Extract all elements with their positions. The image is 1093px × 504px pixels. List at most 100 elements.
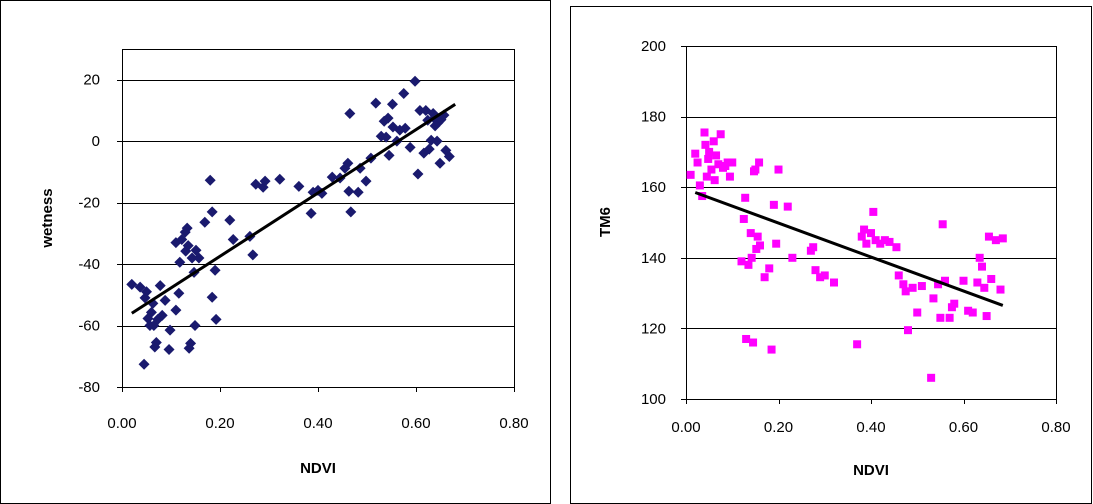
data-point <box>174 256 186 268</box>
data-point <box>811 266 820 275</box>
y-tick-label: -20 <box>78 195 100 212</box>
data-point <box>443 151 455 163</box>
data-point <box>412 168 424 180</box>
data-point <box>164 324 176 336</box>
data-point <box>927 373 936 382</box>
y-tick-label: 180 <box>641 109 666 126</box>
data-point <box>908 283 917 292</box>
data-point <box>769 200 778 209</box>
data-point <box>756 241 764 250</box>
data-point <box>173 287 185 299</box>
chart-right: 100 120 140 160 180 200 0.00 0.20 0.40 0.60 0.80 TM… <box>570 6 1092 504</box>
data-point <box>224 214 236 226</box>
data-point <box>702 172 711 181</box>
data-point <box>753 232 762 241</box>
data-point <box>145 306 157 318</box>
data-point <box>904 326 912 335</box>
data-point <box>941 276 949 285</box>
data-point <box>714 160 723 169</box>
data-point <box>204 174 216 186</box>
data-point <box>423 143 435 155</box>
data-point <box>382 112 394 124</box>
data-point <box>746 229 755 238</box>
data-point <box>860 225 869 234</box>
x-tick-label: 0.60 <box>401 415 430 432</box>
data-point <box>156 309 168 321</box>
data-point <box>929 294 938 303</box>
data-point <box>816 273 825 282</box>
x-axis-title: NDVI <box>853 462 889 479</box>
data-point <box>913 308 922 317</box>
y-tick-label: 200 <box>641 38 666 55</box>
data-point <box>869 207 878 216</box>
data-point <box>344 108 356 120</box>
data-point <box>404 141 416 153</box>
data-point <box>982 312 991 321</box>
data-point <box>342 157 354 169</box>
data-point <box>227 234 239 246</box>
data-point <box>767 345 776 354</box>
data-point <box>185 337 197 349</box>
x-tick-label: 0.20 <box>764 419 793 436</box>
data-point <box>774 165 783 174</box>
data-point <box>991 236 1000 245</box>
data-point <box>707 165 716 174</box>
data-point <box>409 75 421 87</box>
data-point <box>749 338 758 347</box>
data-point <box>352 186 364 198</box>
data-point <box>867 229 875 238</box>
data-point <box>193 252 205 264</box>
data-point <box>857 232 866 241</box>
data-point <box>380 131 392 143</box>
data-point <box>701 140 710 149</box>
data-point <box>686 170 695 179</box>
data-point <box>414 104 426 116</box>
data-point <box>755 158 764 167</box>
data-point <box>126 278 138 290</box>
data-point <box>182 240 194 252</box>
x-tick-label: 0.80 <box>1041 419 1070 436</box>
y-tick-label: -80 <box>78 379 100 396</box>
data-point <box>741 193 750 202</box>
data-point <box>871 236 880 245</box>
data-point <box>830 278 838 287</box>
data-point <box>159 294 171 306</box>
data-point <box>370 97 382 109</box>
data-point <box>210 313 222 325</box>
data-point <box>189 320 201 332</box>
data-point <box>710 176 719 185</box>
y-tick-label: 100 <box>641 391 666 408</box>
data-point <box>141 286 152 298</box>
trendline <box>694 191 1004 307</box>
data-point <box>783 202 792 211</box>
y-tick-label: 140 <box>641 250 666 267</box>
data-point <box>695 181 704 190</box>
data-point <box>259 175 271 187</box>
data-point <box>885 237 894 246</box>
data-point <box>742 334 751 343</box>
y-tick-label: -60 <box>78 318 100 335</box>
data-point <box>901 287 910 296</box>
data-point <box>760 273 769 282</box>
data-point <box>945 313 954 322</box>
data-point <box>973 278 982 287</box>
data-point <box>138 358 150 370</box>
x-axis-title: NDVI <box>300 460 336 477</box>
data-point <box>936 313 945 322</box>
data-point <box>744 260 753 269</box>
data-point <box>853 340 862 349</box>
y-tick-label: 160 <box>641 179 666 196</box>
data-point <box>892 243 901 252</box>
data-point <box>383 149 395 161</box>
trendline <box>130 103 457 315</box>
data-point <box>691 149 700 158</box>
data-point <box>199 216 211 228</box>
data-point <box>723 158 732 167</box>
data-point <box>862 239 871 248</box>
data-point <box>876 239 885 248</box>
data-point <box>917 282 926 291</box>
data-point <box>431 135 443 147</box>
data-point <box>964 306 973 315</box>
data-point <box>959 276 968 285</box>
data-point <box>975 253 984 262</box>
